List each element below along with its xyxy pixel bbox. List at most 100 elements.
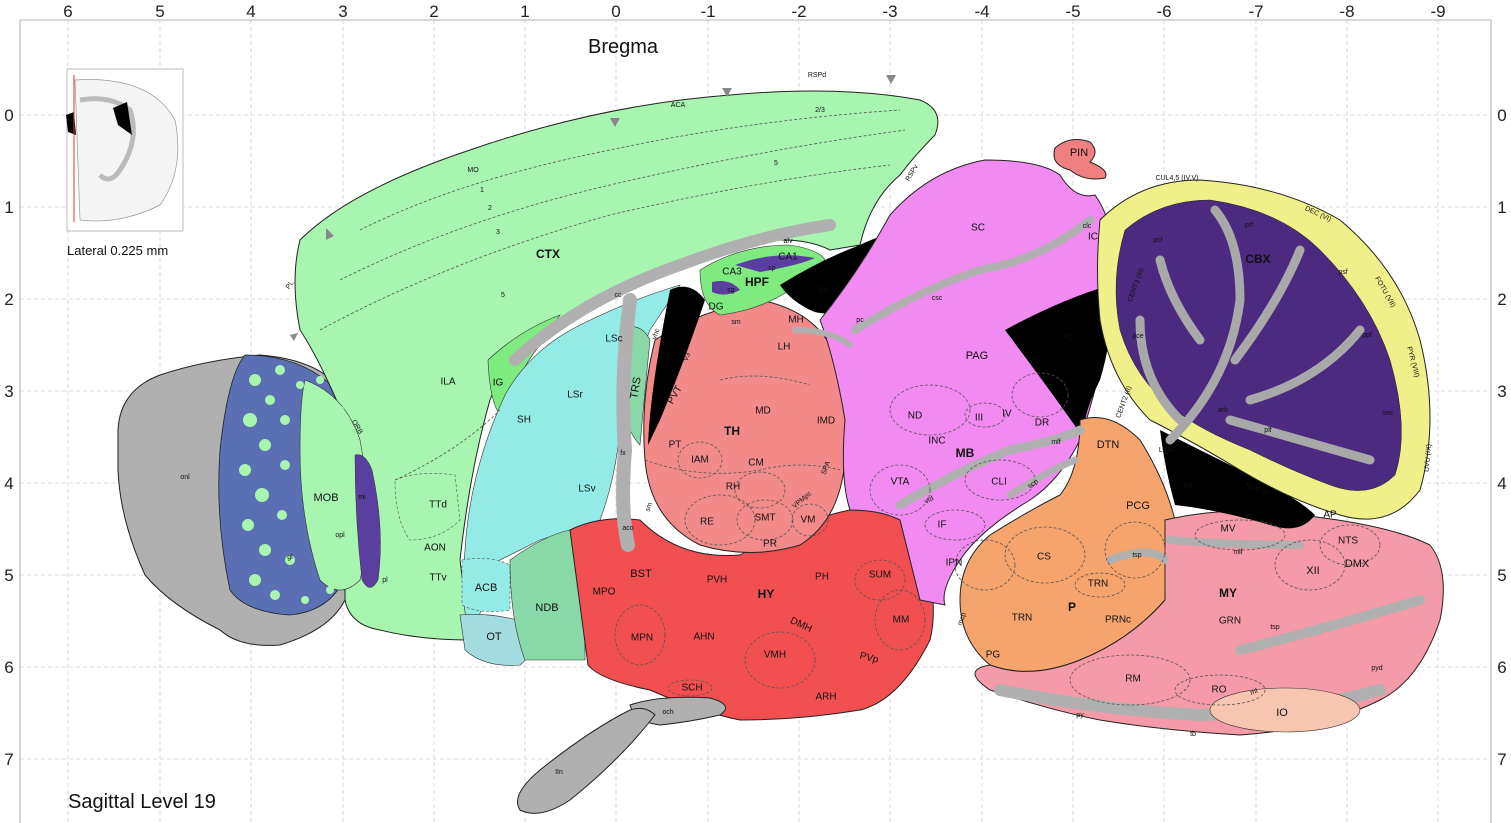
label-onl: onl xyxy=(180,474,190,481)
label-arh: ARH xyxy=(815,692,836,703)
x-tick-m6: -6 xyxy=(1156,2,1171,21)
label-trs: TRS xyxy=(628,376,644,400)
y-tick-r0: 0 xyxy=(1497,106,1506,125)
label-sg: sg xyxy=(727,287,735,294)
label-prnc: PRNc xyxy=(1105,615,1131,626)
label-dtn: DTN xyxy=(1097,439,1120,451)
label-sc: SC xyxy=(971,223,985,234)
region-arb xyxy=(1135,205,1375,465)
label-cul: CUL4,5 (IV,V) xyxy=(1156,175,1199,182)
label-plf: plf xyxy=(1264,427,1271,434)
label-ling: LING xyxy=(1159,447,1175,454)
label-sp: sp xyxy=(768,265,776,272)
region-hpf-sp xyxy=(735,255,815,272)
label-tsp2: tsp xyxy=(1270,624,1279,631)
label-io: IO xyxy=(1276,707,1288,719)
label-ca3: CA3 xyxy=(722,267,742,278)
region-hpf-sg xyxy=(712,281,740,295)
label-hpf: HPF xyxy=(745,275,769,289)
x-tick-2: 2 xyxy=(429,2,438,21)
x-tick-1: 1 xyxy=(520,2,529,21)
label-ttd: TTd xyxy=(429,500,447,511)
label-tb: tb xyxy=(1190,731,1196,738)
label-ndb: NDB xyxy=(535,602,558,614)
label-aca: ACA xyxy=(671,102,686,109)
label-bst: BST xyxy=(630,568,652,580)
label-th: TH xyxy=(724,424,740,438)
brain-regions xyxy=(117,75,1444,814)
label-xii: XII xyxy=(1306,565,1319,577)
label-mh: MH xyxy=(788,315,804,326)
label-mo: MO xyxy=(467,167,479,174)
label-ahn: AHN xyxy=(693,632,714,643)
label-pt: PT xyxy=(669,440,682,451)
label-layer5b: 5 xyxy=(774,160,778,167)
label-dg: DG xyxy=(709,302,724,313)
label-sm2: sm xyxy=(644,501,654,512)
label-prf: prf xyxy=(1245,222,1253,229)
sagittal-level-label: Sagittal Level 19 xyxy=(68,791,216,813)
label-aon: AON xyxy=(424,543,446,554)
label-lsv: LSv xyxy=(578,484,595,495)
label-ca1: CA1 xyxy=(778,252,798,263)
label-tsp: tsp xyxy=(1132,552,1141,559)
label-iam: IAM xyxy=(691,455,709,466)
label-vhc: vhc xyxy=(651,327,661,340)
label-cm: CM xyxy=(748,458,764,469)
fiber-tracts xyxy=(509,216,1425,722)
label-cbx: CBX xyxy=(1245,252,1270,266)
label-ap: AP xyxy=(1323,510,1337,521)
label-rh: RH xyxy=(726,482,740,493)
label-pr: PR xyxy=(763,539,777,550)
y-tick-r1: 1 xyxy=(1497,198,1506,217)
x-tick-m5: -5 xyxy=(1065,2,1080,21)
label-mob: MOB xyxy=(313,492,338,504)
label-gl: gl xyxy=(287,554,293,561)
label-mm: MM xyxy=(893,615,910,626)
label-aco: aco xyxy=(622,525,633,532)
label-pvp: PVp xyxy=(858,650,880,666)
x-tick-m7: -7 xyxy=(1248,2,1263,21)
label-v3: V3 xyxy=(683,352,693,363)
y-tick-1: 1 xyxy=(4,198,13,217)
label-layer3: 3 xyxy=(496,229,500,236)
y-tick-7: 7 xyxy=(4,750,13,769)
label-mlf: mlf xyxy=(1051,439,1060,446)
y-tick-5: 5 xyxy=(4,566,13,585)
label-lsr: LSr xyxy=(567,390,583,401)
label-pcg: PCG xyxy=(1126,500,1150,512)
label-alv: alv xyxy=(784,238,793,245)
label-sch: SCH xyxy=(681,683,702,694)
label-vm: VM xyxy=(801,515,816,526)
region-mob-opl xyxy=(299,379,368,591)
label-inc: INC xyxy=(928,436,945,447)
label-mi: mi xyxy=(358,494,366,501)
label-pg: PG xyxy=(986,650,1001,661)
region-ttd-shape xyxy=(394,473,461,541)
label-sh: SH xyxy=(517,415,531,426)
label-pl-ob: pl xyxy=(382,577,388,584)
y-tick-0: 0 xyxy=(4,106,13,125)
region-mb-shape xyxy=(819,159,1117,606)
label-smt: SMT xyxy=(754,513,775,524)
x-tick-m1: -1 xyxy=(700,2,715,21)
region-ventricle-v3 xyxy=(648,286,705,445)
label-och: och xyxy=(662,709,673,716)
label-psf: psf xyxy=(1338,269,1347,276)
label-opl: opl xyxy=(335,532,345,539)
label-spa: SPA xyxy=(821,460,832,475)
label-ipn: IPN xyxy=(946,558,963,569)
region-iin-shape xyxy=(517,707,656,814)
inset-coronal-reference: Lateral 0.225 mm xyxy=(66,68,184,258)
label-pag: PAG xyxy=(966,350,988,362)
label-nd: ND xyxy=(908,411,922,422)
label-iin: IIn xyxy=(555,769,563,776)
label-uvu: UVU (IX) xyxy=(1424,444,1433,473)
label-layer1: 1 xyxy=(480,187,484,194)
label-rm: RM xyxy=(1125,674,1141,685)
label-sum: SUM xyxy=(869,570,891,581)
region-my-shape xyxy=(974,510,1444,736)
label-ph: PH xyxy=(815,572,829,583)
label-ic: IC xyxy=(1088,232,1098,243)
